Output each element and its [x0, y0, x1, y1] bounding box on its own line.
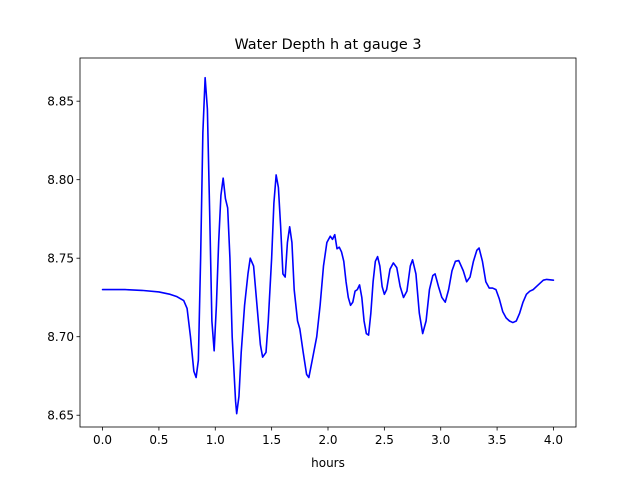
x-tick-label: 4.0 [544, 433, 563, 447]
x-tick-label: 2.0 [318, 433, 337, 447]
y-tick-label: 8.85 [47, 94, 74, 108]
x-tick-label: 0.0 [93, 433, 112, 447]
x-tick-label: 0.5 [149, 433, 168, 447]
x-tick-label: 2.5 [375, 433, 394, 447]
chart-title: Water Depth h at gauge 3 [234, 37, 421, 53]
plot-frame [79, 57, 577, 428]
x-tick-label: 1.0 [206, 433, 225, 447]
y-tick-label: 8.75 [47, 252, 74, 266]
y-axis: 8.65 8.70 8.75 8.80 8.85 [47, 94, 80, 423]
x-tick-label: 1.5 [262, 433, 281, 447]
y-tick-label: 8.80 [47, 173, 74, 187]
plot-area [79, 57, 577, 428]
x-tick-label: 3.0 [431, 433, 450, 447]
x-tick-label: 3.5 [488, 433, 507, 447]
y-tick-label: 8.65 [47, 409, 74, 423]
y-tick-label: 8.70 [47, 330, 74, 344]
x-axis: 0.0 0.5 1.0 1.5 2.0 2.5 3.0 3.5 4.0 [93, 427, 563, 447]
x-axis-label: hours [311, 456, 345, 470]
series-line-0 [101, 76, 555, 415]
